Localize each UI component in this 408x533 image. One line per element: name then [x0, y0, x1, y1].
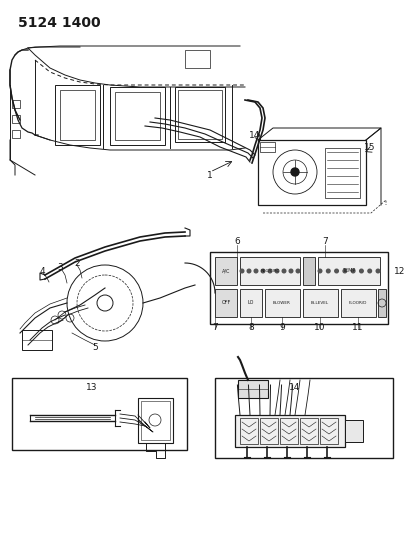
Circle shape — [247, 269, 251, 273]
Bar — [240, 289, 262, 317]
Bar — [110, 87, 165, 145]
Text: 13: 13 — [86, 384, 98, 392]
Text: 11: 11 — [352, 324, 364, 333]
Text: 1: 1 — [207, 171, 213, 180]
Circle shape — [326, 269, 330, 273]
Circle shape — [376, 269, 380, 273]
Bar — [141, 401, 170, 440]
Bar — [215, 378, 393, 458]
Circle shape — [343, 269, 347, 273]
Circle shape — [318, 269, 322, 273]
Circle shape — [282, 269, 286, 273]
Circle shape — [261, 269, 265, 273]
Circle shape — [240, 269, 244, 273]
Text: 2: 2 — [74, 259, 80, 268]
Bar — [325, 148, 360, 198]
Bar — [55, 85, 100, 145]
Text: 3: 3 — [57, 263, 63, 272]
Bar — [303, 257, 315, 285]
Text: 4: 4 — [39, 268, 45, 277]
Text: FLOOR/D: FLOOR/D — [349, 301, 367, 305]
Bar — [235, 415, 345, 447]
Text: 14: 14 — [249, 131, 261, 140]
Text: OFF: OFF — [222, 301, 231, 305]
Text: A/C: A/C — [222, 269, 230, 273]
Circle shape — [359, 269, 363, 273]
Bar — [215, 289, 237, 317]
Bar — [260, 142, 275, 152]
Circle shape — [335, 269, 338, 273]
Bar — [318, 257, 380, 285]
Text: 5: 5 — [92, 343, 98, 352]
Bar — [238, 380, 268, 398]
Bar — [240, 418, 258, 444]
Circle shape — [268, 269, 272, 273]
Bar — [115, 92, 160, 140]
Bar — [280, 418, 298, 444]
Text: 15: 15 — [364, 143, 376, 152]
Bar — [12, 378, 187, 450]
Text: 6: 6 — [234, 238, 240, 246]
Bar — [341, 289, 376, 317]
Bar — [12, 130, 20, 138]
Bar — [185, 50, 210, 68]
Bar — [12, 100, 20, 108]
Text: REC/CIRC: REC/CIRC — [260, 269, 279, 273]
Bar — [378, 289, 386, 317]
Bar — [60, 90, 95, 140]
Bar — [265, 289, 300, 317]
Circle shape — [368, 269, 372, 273]
Text: LO: LO — [248, 301, 254, 305]
Bar — [210, 252, 388, 324]
Bar — [258, 140, 366, 205]
Bar — [303, 289, 338, 317]
Circle shape — [351, 269, 355, 273]
Text: BLOWER: BLOWER — [273, 301, 291, 305]
Bar — [260, 418, 278, 444]
Text: 12: 12 — [394, 266, 406, 276]
Text: 9: 9 — [279, 324, 285, 333]
Text: 8: 8 — [248, 324, 254, 333]
Text: 10: 10 — [314, 324, 326, 333]
Bar — [320, 418, 338, 444]
Bar — [22, 330, 52, 350]
Text: 7: 7 — [322, 238, 328, 246]
Circle shape — [291, 168, 299, 176]
Circle shape — [254, 269, 258, 273]
Bar — [175, 87, 225, 142]
Bar — [300, 418, 318, 444]
Circle shape — [275, 269, 279, 273]
Text: BI-LEVEL: BI-LEVEL — [311, 301, 329, 305]
Text: 7: 7 — [212, 324, 218, 333]
Bar — [240, 257, 300, 285]
Bar — [12, 115, 20, 123]
Text: TEMP: TEMP — [342, 269, 356, 273]
Bar — [178, 90, 222, 139]
Bar — [215, 257, 237, 285]
Circle shape — [289, 269, 293, 273]
Circle shape — [296, 269, 300, 273]
Text: 5124 1400: 5124 1400 — [18, 16, 101, 30]
Bar — [138, 398, 173, 443]
Text: 14: 14 — [289, 384, 301, 392]
Bar — [345, 420, 363, 442]
